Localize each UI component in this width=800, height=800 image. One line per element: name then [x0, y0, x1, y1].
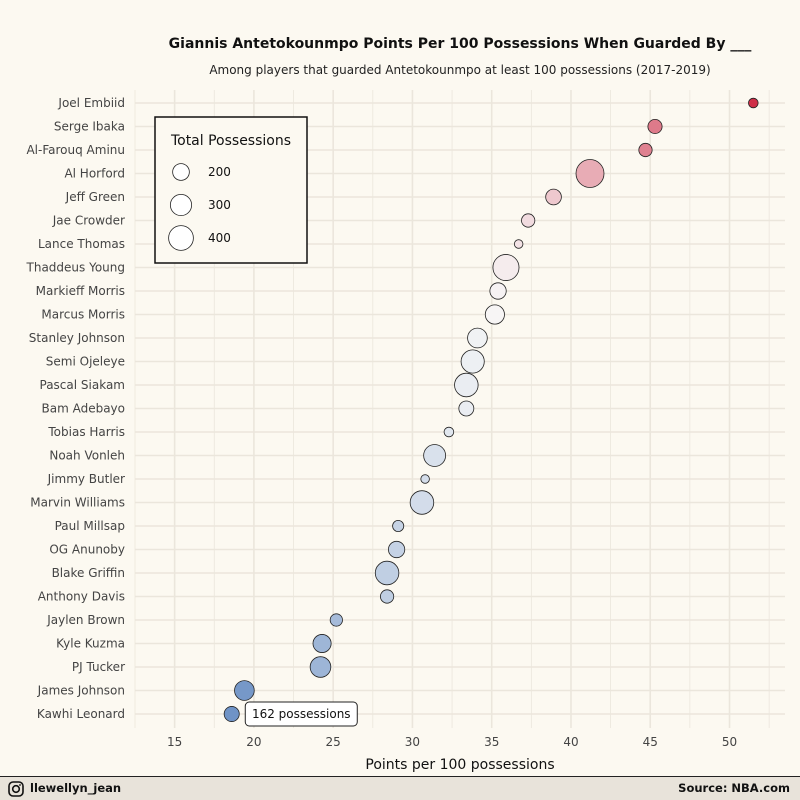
y-tick-label: Markieff Morris: [36, 284, 125, 298]
y-tick-label: Tobias Harris: [47, 425, 125, 439]
y-tick-label: Semi Ojeleye: [46, 355, 125, 369]
data-point: [329, 613, 343, 627]
x-tick-label: 25: [326, 735, 341, 749]
y-tick-label: Al Horford: [64, 167, 125, 181]
annotation-label: 162 possessions: [252, 707, 351, 721]
y-tick-label: Noah Vonleh: [49, 449, 125, 463]
data-point: [521, 213, 536, 228]
x-tick-label: 45: [643, 735, 658, 749]
data-point: [387, 540, 406, 559]
legend-title: Total Possessions: [170, 133, 291, 149]
data-point: [420, 474, 430, 484]
x-tick-label: 15: [167, 735, 182, 749]
footer-handle: llewellyn_jean: [30, 781, 122, 795]
y-tick-label: Blake Griffin: [52, 566, 125, 580]
x-tick-label: 40: [563, 735, 578, 749]
y-tick-label: Stanley Johnson: [29, 331, 125, 345]
data-points: [223, 97, 759, 722]
y-tick-label: OG Anunoby: [49, 543, 125, 557]
y-tick-label: Jeff Green: [65, 190, 125, 204]
y-tick-label: Jaylen Brown: [46, 613, 125, 627]
annotation: 162 possessions: [244, 701, 358, 727]
y-tick-label: Marcus Morris: [41, 308, 125, 322]
x-tick-label: 20: [246, 735, 261, 749]
data-point: [467, 327, 488, 349]
data-point: [638, 142, 653, 158]
legend: Total Possessions 200 300 400: [154, 116, 308, 264]
data-point: [380, 589, 395, 604]
data-point: [647, 119, 663, 134]
legend-size-circle: [172, 163, 190, 181]
y-tick-label: Pascal Siakam: [40, 378, 126, 392]
y-tick-label: Lance Thomas: [38, 237, 125, 251]
data-point: [309, 656, 332, 678]
data-point: [443, 426, 455, 438]
legend-size-label: 200: [208, 165, 231, 179]
data-point: [458, 400, 475, 417]
y-tick-label: Jimmy Butler: [47, 472, 125, 486]
data-point: [575, 159, 605, 188]
data-point: [423, 444, 447, 467]
data-point: [223, 706, 240, 722]
data-point: [312, 634, 332, 653]
y-tick-label: Marvin Williams: [30, 496, 125, 510]
data-point: [460, 349, 485, 374]
y-tick-label: PJ Tucker: [72, 660, 125, 674]
data-point: [489, 282, 507, 300]
data-point: [409, 490, 435, 515]
y-tick-label: Serge Ibaka: [54, 120, 125, 134]
annotation-box: [244, 701, 358, 727]
legend-size-circle: [169, 193, 193, 217]
chart-title: Giannis Antetokounmpo Points Per 100 Pos…: [168, 36, 752, 52]
data-point: [484, 304, 505, 325]
x-tick-label: 30: [405, 735, 420, 749]
data-point: [454, 372, 479, 398]
y-axis-labels: Joel Embiid Serge Ibaka Al-Farouq Aminu Al …: [26, 96, 126, 721]
x-axis-label: Points per 100 possessions: [365, 757, 554, 773]
x-tick-label: 50: [722, 735, 737, 749]
y-tick-label: Joel Embiid: [57, 96, 125, 110]
data-point: [545, 188, 562, 206]
data-point: [513, 239, 524, 249]
legend-size-circle: [168, 225, 194, 251]
y-tick-label: Kawhi Leonard: [37, 707, 125, 721]
y-tick-label: Jae Crowder: [52, 214, 125, 228]
legend-size-label: 300: [208, 198, 231, 212]
legend-size-label: 400: [208, 231, 231, 245]
y-tick-label: Bam Adebayo: [41, 402, 125, 416]
instagram-icon: [8, 781, 24, 797]
y-tick-label: James Johnson: [37, 684, 125, 698]
y-tick-label: Anthony Davis: [38, 590, 125, 604]
footer: llewellyn_jean Source: NBA.com: [0, 776, 800, 800]
data-point: [748, 97, 759, 109]
x-axis-ticks: 15 20 25 30 35 40 45 50: [167, 735, 737, 749]
x-tick-label: 35: [484, 735, 499, 749]
y-tick-label: Kyle Kuzma: [56, 637, 125, 651]
y-tick-label: Paul Millsap: [55, 519, 125, 533]
chart-subtitle: Among players that guarded Antetokounmpo…: [209, 63, 711, 77]
data-point: [392, 520, 405, 532]
footer-source: Source: NBA.com: [678, 781, 790, 795]
scatter-chart: 15 20 25 30 35 40 45 50 Points per 100 possessio…: [26, 90, 785, 773]
y-tick-label: Thaddeus Young: [26, 261, 125, 275]
data-point: [234, 680, 255, 701]
y-tick-label: Al-Farouq Aminu: [26, 143, 125, 157]
data-point: [374, 560, 400, 586]
data-point: [492, 254, 520, 281]
